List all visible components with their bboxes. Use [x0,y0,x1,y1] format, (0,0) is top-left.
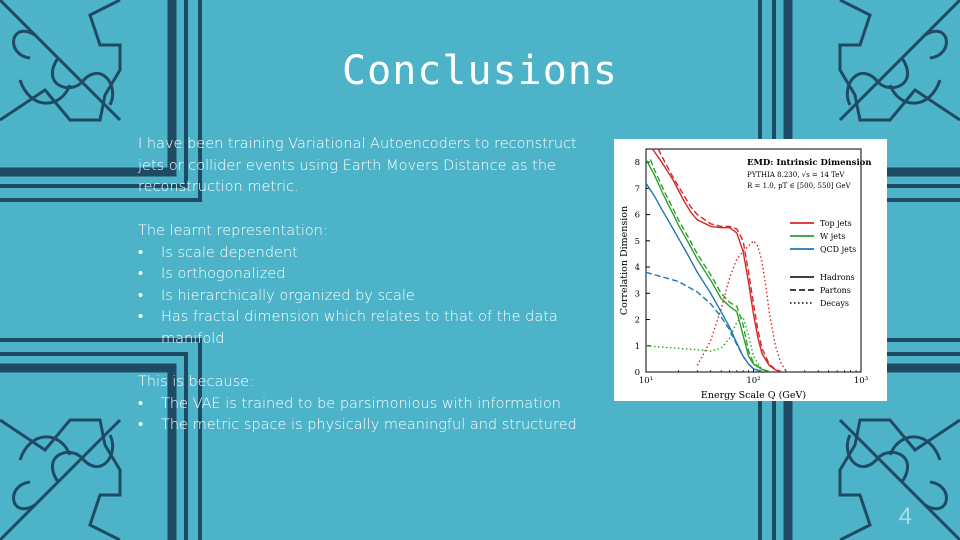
bullet-text: The VAE is trained to be parsimonious wi… [161,395,561,412]
bullet-icon: • [138,417,144,434]
bullet-text: Is scale dependent [161,244,298,261]
reasons-heading: This is because: [138,374,254,390]
bullet-icon: • [138,309,144,326]
legend-label: W jets [820,232,845,241]
y-tick-label: 8 [635,158,640,168]
ornament-top-right [758,0,960,202]
intro-paragraph: I have been training Variational Autoenc… [138,136,577,196]
bullet-text: Is hierarchically organized by scale [161,287,415,304]
legend-label: QCD jets [820,245,856,254]
series-line [657,148,782,373]
representation-section: The learnt representation: • Is scale dep… [138,221,578,351]
bullet-icon: • [138,287,144,304]
representation-heading: The learnt representation: [138,223,328,239]
series-line [645,271,763,373]
chart-subtitle-line2: R = 1.0, pT ∈ [500, 550] GeV [747,182,852,190]
ornament-top-left [0,0,202,202]
series-line [645,315,763,370]
y-axis-label: Correlation Dimension [619,206,630,315]
bullet-item: • Is scale dependent [138,243,578,265]
y-tick-label: 0 [635,368,640,378]
page-number: 4 [898,503,912,530]
chart-panel: 0 1 2 3 4 5 6 7 8 10¹ 10² 10³ Energy Scale Q (GeV) Co… [614,139,887,401]
bullet-icon: • [138,244,144,261]
legend-label: Top jets [820,219,852,228]
bullet-item: • Is orthogonalized [138,264,578,286]
series-line [649,159,770,373]
x-tick-label: 10² [746,376,760,386]
y-tick-label: 3 [635,289,640,299]
chart-title: EMD: Intrinsic Dimension [747,158,872,168]
bullet-icon: • [138,266,144,283]
correlation-dimension-chart: 0 1 2 3 4 5 6 7 8 10¹ 10² 10³ Energy Scale Q (GeV) Co… [619,148,872,401]
y-tick-label: 5 [635,237,640,247]
legend-label: Decays [820,299,849,308]
bullet-item: • The VAE is trained to be parsimonious w… [138,394,588,416]
bullet-text: The metric space is physically meaningfu… [161,417,577,434]
y-tick-label: 6 [635,211,640,221]
x-tick-label: 10¹ [639,376,653,386]
x-tick-label: 10³ [854,376,868,386]
bullet-text: Has fractal dimension which relates to t… [161,309,558,347]
bullet-item: • Is hierarchically organized by scale [138,286,578,308]
legend-label: Hadrons [820,273,855,282]
y-tick-label: 4 [635,263,640,273]
bullet-item: • The metric space is physically meaningf… [138,415,588,437]
bullet-text: Is orthogonalized [161,266,286,283]
bullet-item: • Has fractal dimension which relates to … [138,307,561,350]
series-line [645,182,763,373]
series-line [696,239,787,372]
bullet-icon: • [138,395,144,412]
y-tick-label: 1 [635,342,640,352]
ornament-bottom-left [0,338,202,540]
x-axis-label: Energy Scale Q (GeV) [701,390,806,401]
legend-label: Partons [820,286,851,295]
y-tick-label: 7 [635,184,640,194]
series-line [651,148,782,373]
chart-subtitle-line1: PYTHIA 8.230, √s = 14 TeV [747,171,845,179]
reasons-section: This is because: • The VAE is trained to … [138,372,588,437]
y-tick-label: 2 [635,316,640,326]
slide-title: Conclusions [342,48,618,94]
series-line [645,159,770,373]
